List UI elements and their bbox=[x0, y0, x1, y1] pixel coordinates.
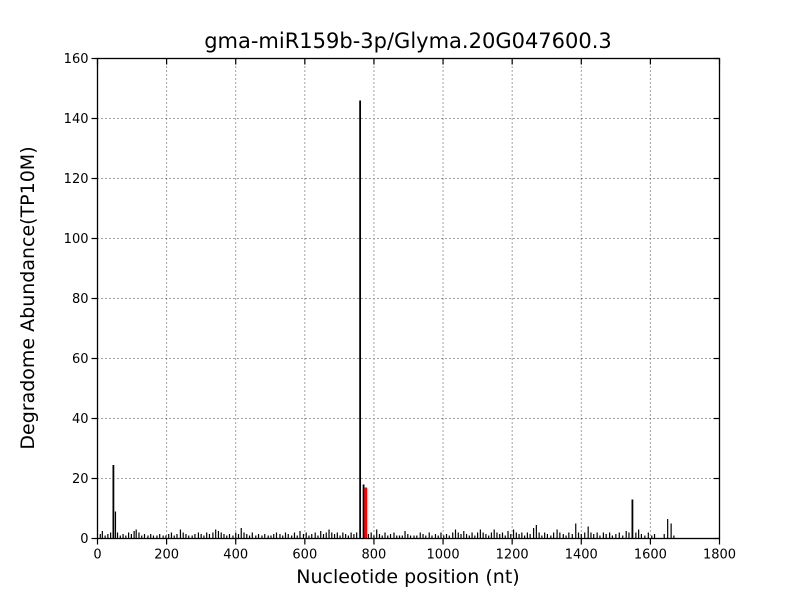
x-tick-label: 800 bbox=[362, 548, 387, 563]
y-tick-label: 80 bbox=[72, 292, 89, 307]
x-tick-label: 1400 bbox=[565, 548, 598, 563]
y-tick-label: 60 bbox=[72, 352, 89, 367]
chart-title: gma-miR159b-3p/Glyma.20G047600.3 bbox=[204, 29, 612, 53]
x-tick-label: 200 bbox=[154, 548, 179, 563]
y-tick-labels: 0 20 40 60 80 100 120 140 160 bbox=[64, 52, 89, 547]
y-tick-label: 100 bbox=[64, 232, 89, 247]
x-tick-label: 1800 bbox=[703, 548, 736, 563]
y-tick-label: 140 bbox=[64, 112, 89, 127]
y-axis-label: Degradome Abundance(TP10M) bbox=[17, 146, 39, 449]
gridlines bbox=[97, 58, 720, 539]
x-tick-label: 1600 bbox=[634, 548, 667, 563]
y-tick-label: 120 bbox=[64, 172, 89, 187]
y-tick-label: 160 bbox=[64, 52, 89, 67]
bars bbox=[99, 100, 675, 539]
x-tick-label: 0 bbox=[93, 548, 101, 563]
x-tick-label: 1200 bbox=[496, 548, 529, 563]
x-tick-label: 600 bbox=[292, 548, 317, 563]
x-tick-label: 1000 bbox=[427, 548, 460, 563]
x-tick-labels: 0 200 400 600 800 1000 1200 1400 1600 1800 bbox=[93, 548, 736, 563]
x-axis-label: Nucleotide position (nt) bbox=[296, 566, 519, 588]
y-tick-label: 20 bbox=[72, 472, 89, 487]
y-tick-label: 0 bbox=[80, 532, 88, 547]
x-tick-label: 400 bbox=[223, 548, 248, 563]
axis-ticks bbox=[91, 57, 721, 545]
y-tick-label: 40 bbox=[72, 412, 89, 427]
